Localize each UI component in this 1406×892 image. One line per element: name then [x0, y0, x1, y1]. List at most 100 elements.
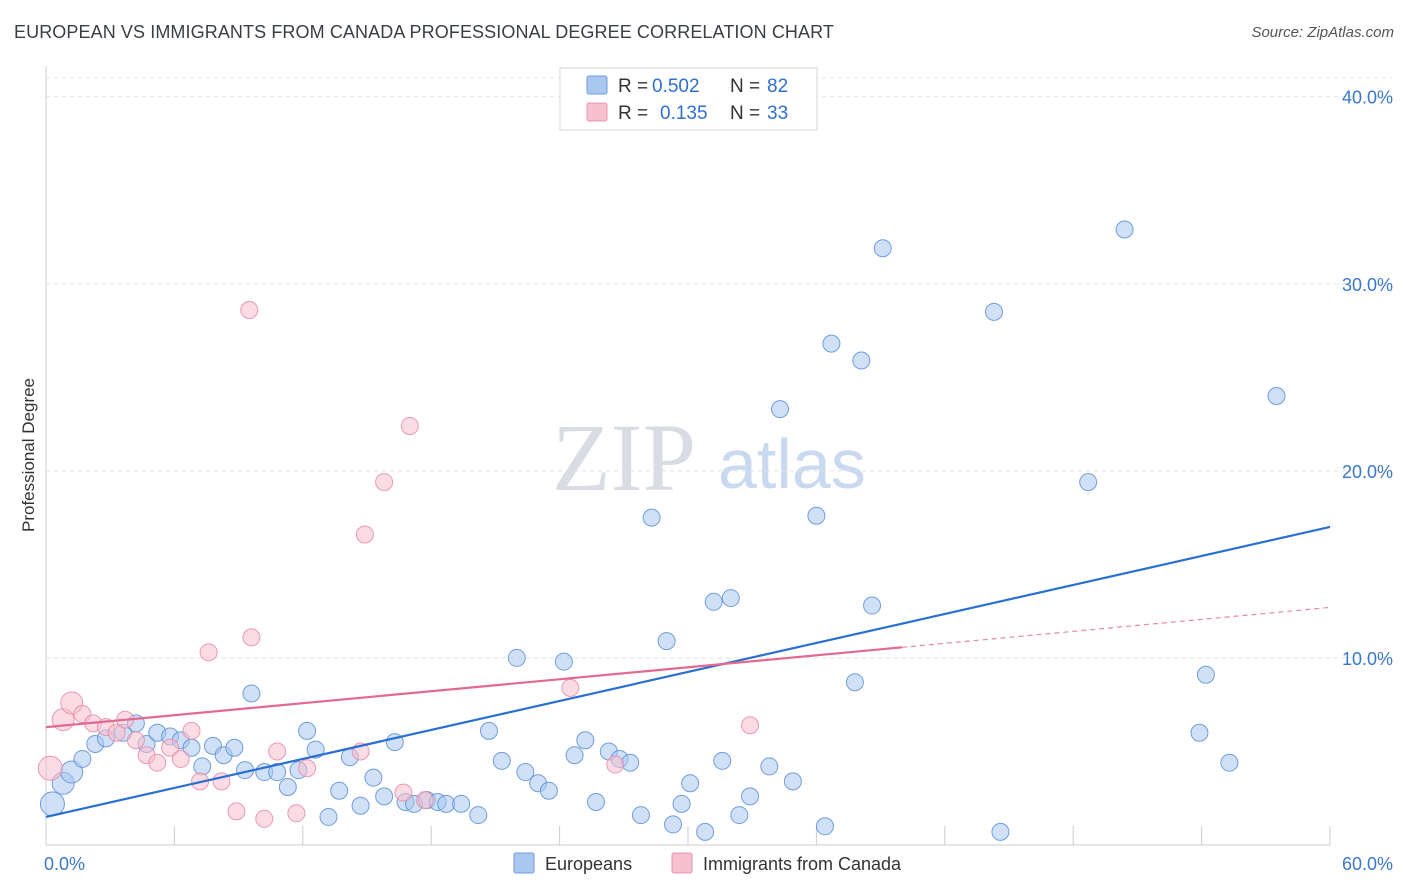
- point-s0-70: [845, 673, 864, 692]
- point-s1-30: [561, 678, 580, 697]
- point-s0-52: [631, 806, 650, 825]
- point-s1-29: [415, 791, 434, 810]
- point-s0-80: [1220, 753, 1239, 772]
- point-s1-28: [400, 416, 419, 435]
- point-s0-63: [741, 787, 760, 806]
- point-s0-23: [298, 721, 317, 740]
- legend-r-value-0: 0.502: [652, 76, 700, 97]
- point-s0-78: [1190, 723, 1209, 742]
- point-s0-20: [268, 763, 287, 782]
- point-s1-19: [242, 628, 261, 647]
- legend-n-label-1: N =: [730, 103, 760, 124]
- axes: [45, 66, 1331, 846]
- point-s0-44: [539, 781, 558, 800]
- trendline-dashed-1: [901, 606, 1331, 648]
- point-s0-74: [985, 302, 1004, 321]
- point-s0-28: [351, 796, 370, 815]
- point-s1-32: [741, 716, 760, 735]
- legend-bottom-swatch-europeans: [513, 852, 535, 874]
- point-s0-53: [642, 508, 661, 527]
- point-s1-8: [126, 731, 145, 750]
- chart-title: EUROPEAN VS IMMIGRANTS FROM CANADA PROFE…: [14, 22, 834, 42]
- point-s0-58: [696, 822, 715, 841]
- point-s0-26: [330, 781, 349, 800]
- point-s1-6: [107, 723, 126, 742]
- point-s0-54: [657, 632, 676, 651]
- point-s0-37: [452, 794, 471, 813]
- point-s0-75: [991, 822, 1010, 841]
- point-s1-21: [268, 742, 287, 761]
- point-s0-18: [242, 684, 261, 703]
- y-tick-label-2: 30.0%: [1342, 275, 1393, 295]
- point-s0-48: [586, 792, 605, 811]
- y-tick-label-1: 20.0%: [1342, 462, 1393, 482]
- legend-bottom-label-europeans: Europeans: [545, 854, 632, 874]
- point-s0-39: [479, 721, 498, 740]
- legend-r-label-0: R =: [618, 76, 648, 97]
- point-s0-25: [319, 807, 338, 826]
- point-s0-76: [1079, 473, 1098, 492]
- legend-r-value-1: 0.135: [660, 103, 708, 124]
- point-s0-24: [306, 740, 325, 759]
- point-s1-10: [148, 753, 167, 772]
- point-s1-12: [171, 749, 190, 768]
- point-s1-17: [227, 802, 246, 821]
- legend-bottom-swatch-immigrants: [671, 852, 693, 874]
- point-s0-68: [815, 817, 834, 836]
- grid-lines: [46, 77, 1392, 659]
- point-s0-46: [565, 746, 584, 765]
- point-s0-72: [863, 596, 882, 615]
- trend-layer: [45, 525, 1331, 819]
- point-s0-21: [278, 778, 297, 797]
- point-s0-81: [1267, 387, 1286, 406]
- trendline-0: [45, 525, 1331, 819]
- point-s1-23: [298, 759, 317, 778]
- point-s0-40: [492, 751, 511, 770]
- point-s0-56: [672, 794, 691, 813]
- y-axis-label: Professional Degree: [19, 378, 38, 532]
- y-tick-label-3: 40.0%: [1342, 88, 1393, 108]
- point-s0-65: [771, 400, 790, 419]
- point-s1-20: [255, 809, 274, 828]
- point-s1-31: [606, 755, 625, 774]
- x-tick-label-0: 0.0%: [44, 854, 85, 874]
- watermark-atlas: atlas: [718, 425, 866, 503]
- point-s1-15: [199, 643, 218, 662]
- point-s1-25: [355, 525, 374, 544]
- legend-swatch-europeans: [586, 75, 608, 95]
- point-s0-64: [760, 757, 779, 776]
- point-s0-67: [807, 506, 826, 525]
- point-s1-11: [161, 738, 180, 757]
- point-s0-71: [852, 351, 871, 370]
- point-s0-73: [873, 239, 892, 258]
- point-s1-27: [394, 783, 413, 802]
- legend-swatch-immigrants: [586, 102, 608, 122]
- point-s0-69: [822, 334, 841, 353]
- point-s0-0: [39, 791, 65, 817]
- tick-labels: 10.0% 20.0% 30.0% 40.0% 0.0% 60.0%: [44, 88, 1393, 874]
- legend-bottom-label-immigrants: Immigrants from Canada: [703, 854, 902, 874]
- point-s0-61: [721, 589, 740, 608]
- point-s0-59: [704, 592, 723, 611]
- series-0: [39, 220, 1286, 841]
- legend-r-label-1: R =: [618, 103, 648, 124]
- watermark-zip: ZIP: [552, 404, 696, 511]
- trendline-1: [45, 646, 903, 729]
- y-tick-label-0: 10.0%: [1342, 649, 1393, 669]
- source-label: Source: ZipAtlas.com: [1251, 24, 1394, 41]
- point-s0-16: [225, 738, 244, 757]
- x-tick-label-1: 60.0%: [1342, 854, 1393, 874]
- point-s0-41: [507, 648, 526, 667]
- legend-n-value-0: 82: [767, 76, 788, 97]
- point-s0-38: [469, 806, 488, 825]
- point-s0-3: [73, 749, 92, 768]
- point-s0-42: [516, 763, 535, 782]
- point-s0-30: [375, 787, 394, 806]
- point-s0-62: [730, 806, 749, 825]
- series-layer: [37, 220, 1286, 841]
- point-s1-0: [37, 755, 63, 781]
- point-s0-47: [576, 731, 595, 750]
- point-s1-18: [240, 300, 259, 319]
- point-s0-29: [364, 768, 383, 787]
